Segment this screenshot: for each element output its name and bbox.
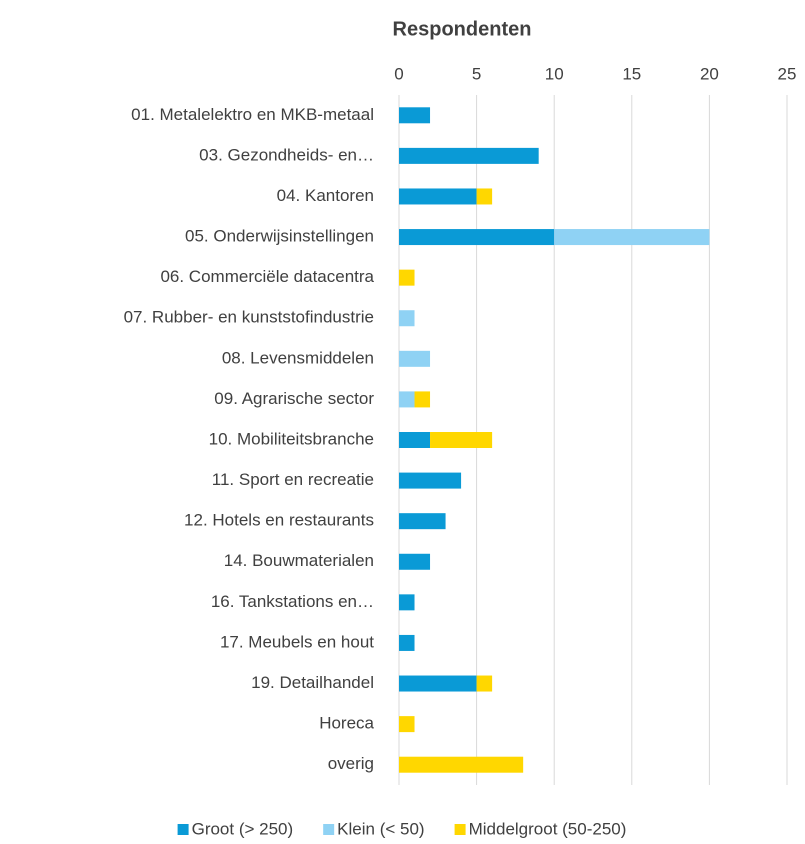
x-tick-label: 10	[545, 64, 564, 83]
y-tick-label: 05. Onderwijsinstellingen	[185, 227, 374, 246]
bar-segment	[399, 756, 524, 773]
bar-segment	[399, 553, 431, 570]
bar-segment	[399, 594, 415, 611]
chart-title: Respondenten	[393, 18, 532, 40]
bar-segment	[476, 188, 493, 205]
x-tick-label: 15	[622, 64, 641, 83]
bar-segment	[399, 107, 431, 124]
x-tick-label: 25	[778, 64, 797, 83]
legend-label: Groot (> 250)	[192, 819, 294, 838]
bar-segment	[399, 269, 415, 286]
y-tick-label: overig	[328, 754, 374, 773]
bar-segment	[399, 432, 431, 448]
x-tick-label: 5	[472, 64, 481, 83]
y-tick-label: 08. Levensmiddelen	[222, 348, 374, 367]
bar-segment	[399, 229, 555, 246]
y-tick-label: 11. Sport en recreatie	[212, 470, 374, 489]
bar-segment	[476, 675, 493, 692]
y-tick-label: 01. Metalelektro en MKB-metaal	[131, 105, 374, 124]
bar-segment	[399, 675, 477, 692]
y-tick-label: 04. Kantoren	[277, 186, 374, 205]
legend-swatch	[454, 824, 466, 835]
y-tick-label: 10. Mobiliteitsbranche	[209, 429, 374, 448]
x-tick-label: 0	[394, 64, 403, 83]
y-tick-label: 17. Meubels en hout	[220, 632, 374, 651]
y-tick-label: 07. Rubber- en kunststofindustrie	[124, 308, 374, 327]
legend-label: Klein (< 50)	[337, 819, 424, 838]
bar-segment	[399, 513, 446, 530]
y-tick-label: Horeca	[319, 714, 374, 733]
y-tick-label: 16. Tankstations en…	[211, 592, 374, 611]
legend-swatch	[323, 824, 335, 835]
bar-segment	[430, 432, 493, 448]
bar-segment	[414, 391, 431, 408]
bar-segment	[399, 188, 477, 205]
bar-segment	[399, 716, 415, 733]
legend-label: Middelgroot (50-250)	[469, 819, 627, 838]
x-tick-label: 20	[700, 64, 719, 83]
y-tick-label: 14. Bouwmaterialen	[224, 551, 374, 570]
y-tick-label: 09. Agrarische sector	[214, 389, 374, 408]
y-tick-label: 06. Commerciële datacentra	[160, 267, 374, 286]
legend-swatch	[177, 824, 189, 835]
y-tick-label: 19. Detailhandel	[251, 673, 374, 692]
y-tick-label: 12. Hotels en restaurants	[184, 511, 374, 530]
bar-segment	[399, 634, 415, 651]
bar-segment	[399, 350, 431, 367]
bar-segment	[399, 310, 415, 327]
y-tick-label: 03. Gezondheids- en…	[199, 145, 374, 164]
bar-segment	[399, 472, 462, 489]
bar-segment	[399, 147, 539, 164]
bar-segment	[399, 391, 415, 408]
bar-segment	[554, 229, 710, 246]
